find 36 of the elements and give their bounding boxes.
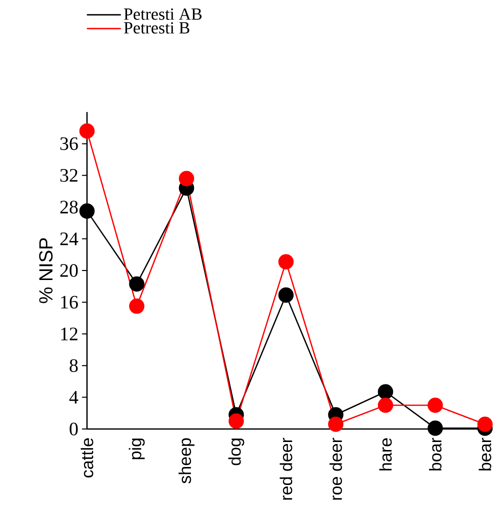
point [278,287,294,303]
point [129,298,144,314]
point [328,416,344,432]
y-axis-title: % NISP [39,238,53,304]
y-tick-label: 32 [60,169,78,182]
legend-label: Petresti AB [124,8,202,20]
y-tick-label: 20 [60,264,78,277]
point [129,276,144,292]
x-tick-label: sheep [178,438,194,484]
y-tick-label: 4 [69,391,78,404]
point [378,398,394,413]
y-tick-label: 16 [61,296,78,309]
point [178,170,194,186]
x-tick-label: hare [379,438,392,470]
x-tick-label: cattle [80,438,94,478]
x-tick-label: roe deer [330,438,342,500]
point [79,203,95,219]
point [378,384,394,400]
y-tick-label: 24 [60,232,78,246]
x-tick-label: red deer [280,438,292,500]
x-tick-label: bear [478,438,492,470]
point [79,123,95,139]
legend-label: Petresti B [124,22,190,34]
y-tick-label: 0 [70,422,78,436]
x-tick-label: dog [228,438,244,466]
x-tick-label: pig [128,438,145,460]
point [278,254,294,270]
point [477,416,493,432]
y-tick-label: 28 [60,200,78,214]
y-tick-label: 12 [61,328,78,340]
x-tick-label: boar [429,438,442,470]
point [428,420,443,436]
y-tick-label: 36 [60,137,78,150]
point [228,413,244,429]
y-tick-label: 8 [70,359,78,372]
point [428,398,443,413]
